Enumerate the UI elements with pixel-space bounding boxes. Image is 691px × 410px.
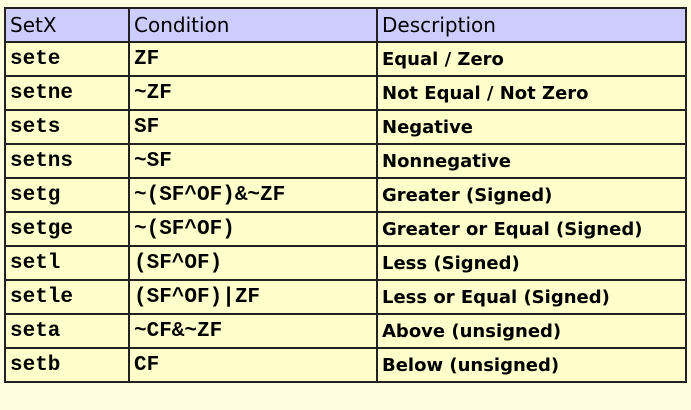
cell-description: Negative <box>376 109 687 145</box>
cell-condition: (SF^OF) <box>128 245 378 281</box>
table-row: setne ~ZF Not Equal / Not Zero <box>4 75 687 111</box>
cell-condition: ~(SF^OF)&~ZF <box>128 177 378 213</box>
table-row: setb CF Below (unsigned) <box>4 347 687 383</box>
cell-description: Greater or Equal (Signed) <box>376 211 687 247</box>
cell-setx: setne <box>4 75 130 111</box>
cell-condition: SF <box>128 109 378 145</box>
cell-condition: ~SF <box>128 143 378 179</box>
cell-setx: setns <box>4 143 130 179</box>
header-setx: SetX <box>4 7 130 43</box>
table-row: setg ~(SF^OF)&~ZF Greater (Signed) <box>4 177 687 213</box>
table-row: sets SF Negative <box>4 109 687 145</box>
cell-description: Not Equal / Not Zero <box>376 75 687 111</box>
header-description: Description <box>376 7 687 43</box>
cell-setx: setg <box>4 177 130 213</box>
cell-description: Greater (Signed) <box>376 177 687 213</box>
cell-condition: CF <box>128 347 378 383</box>
cell-description: Less (Signed) <box>376 245 687 281</box>
cell-description: Nonnegative <box>376 143 687 179</box>
cell-setx: setle <box>4 279 130 315</box>
cell-description: Less or Equal (Signed) <box>376 279 687 315</box>
cell-condition: ~(SF^OF) <box>128 211 378 247</box>
header-condition: Condition <box>128 7 378 43</box>
table-row: setle (SF^OF)|ZF Less or Equal (Signed) <box>4 279 687 315</box>
cell-setx: seta <box>4 313 130 349</box>
cell-condition: ZF <box>128 41 378 77</box>
table-row: sete ZF Equal / Zero <box>4 41 687 77</box>
cell-condition: (SF^OF)|ZF <box>128 279 378 315</box>
cell-setx: setb <box>4 347 130 383</box>
setx-table: SetX Condition Description sete ZF Equal /… <box>4 7 687 383</box>
cell-setx: sets <box>4 109 130 145</box>
cell-setx: setl <box>4 245 130 281</box>
cell-condition: ~CF&~ZF <box>128 313 378 349</box>
table-row: seta ~CF&~ZF Above (unsigned) <box>4 313 687 349</box>
cell-description: Below (unsigned) <box>376 347 687 383</box>
header-row: SetX Condition Description <box>4 7 687 43</box>
cell-description: Equal / Zero <box>376 41 687 77</box>
table-row: setl (SF^OF) Less (Signed) <box>4 245 687 281</box>
cell-setx: sete <box>4 41 130 77</box>
cell-condition: ~ZF <box>128 75 378 111</box>
table-row: setge ~(SF^OF) Greater or Equal (Signed) <box>4 211 687 247</box>
table-row: setns ~SF Nonnegative <box>4 143 687 179</box>
cell-setx: setge <box>4 211 130 247</box>
cell-description: Above (unsigned) <box>376 313 687 349</box>
